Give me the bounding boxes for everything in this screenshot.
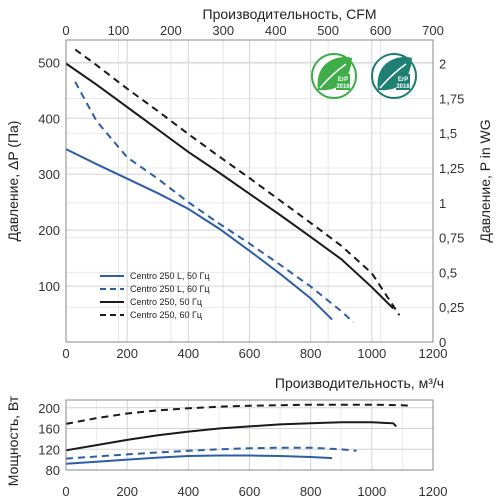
- badge-label-bg: [336, 74, 350, 90]
- right-y-tick-label: 2: [439, 57, 446, 72]
- power-series-1: [65, 454, 333, 465]
- top-axis-title: Производительность, CFM: [203, 6, 377, 22]
- power-y-axis-title: Мощность, Вт: [5, 395, 21, 486]
- top-x-tick-label: 600: [370, 23, 392, 38]
- y-tick-label: 400: [38, 111, 60, 126]
- y-tick-label: 300: [38, 167, 60, 182]
- power-y-tick-label: 120: [38, 442, 60, 457]
- pressure-series-1: [65, 148, 333, 321]
- leaf-vein-icon: [319, 63, 347, 89]
- top-x-tick-label: 400: [265, 23, 287, 38]
- power-x-tick-label: 1000: [357, 484, 386, 499]
- right-y-tick-label: 0,75: [439, 231, 464, 246]
- top-x-tick-label: 500: [317, 23, 339, 38]
- power-series-4: [65, 403, 409, 425]
- top-x-tick-label: 100: [108, 23, 130, 38]
- right-y-tick-label: 1,75: [439, 91, 464, 106]
- power-y-tick-label: 80: [46, 463, 60, 478]
- power-series-3: [65, 421, 398, 452]
- power-x-tick-label: 1200: [419, 484, 448, 499]
- power-y-tick-label: 200: [38, 401, 60, 416]
- top-x-tick-label: 700: [422, 23, 444, 38]
- x-tick-label: 200: [116, 346, 138, 361]
- frame-layer: [65, 39, 434, 471]
- badge-text-top: ErP: [398, 77, 408, 83]
- power-series-2: [65, 446, 357, 460]
- legend-label: Centro 250, 50 Гц: [130, 297, 202, 307]
- badge-text-bottom: 2016: [336, 84, 350, 90]
- power-x-axis-title: Производительность, м³/ч: [275, 375, 444, 391]
- pressure-series-4: [74, 48, 401, 316]
- right-y-tick-label: 1: [439, 196, 446, 211]
- badge-text-bottom: 2018: [396, 84, 410, 90]
- y-tick-label: 500: [38, 55, 60, 70]
- x-tick-label: 600: [239, 346, 261, 361]
- right-y-tick-label: 0,25: [439, 300, 464, 315]
- legend-label: Centro 250, 60 Гц: [130, 310, 202, 320]
- bottom-plot-frame: [65, 399, 434, 471]
- series-layer: [65, 48, 409, 465]
- pressure-series-3: [65, 62, 394, 310]
- top-plot-frame: [65, 39, 434, 343]
- top-x-tick-label: 300: [212, 23, 234, 38]
- badge-label-bg: [396, 74, 410, 90]
- badge-text-top: ErP: [338, 77, 348, 83]
- right-y-tick-label: 0,5: [439, 265, 457, 280]
- left-axis-title: Давление, ΔP (Па): [5, 121, 21, 242]
- legend: Centro 250 L, 50 Гц Centro 250 L, 60 Гц Ce…: [100, 271, 210, 320]
- x-tick-label: 1000: [357, 346, 386, 361]
- right-y-tick-label: 1,5: [439, 126, 457, 141]
- right-y-tick-label: 0: [439, 335, 446, 350]
- x-tick-label: 0: [62, 346, 69, 361]
- pressure-series-2: [74, 81, 355, 324]
- x-tick-label: 800: [300, 346, 322, 361]
- right-y-tick-label: 1,25: [439, 161, 464, 176]
- power-x-tick-label: 200: [116, 484, 138, 499]
- top-x-tick-label: 0: [62, 23, 69, 38]
- leaf-vein-icon: [379, 63, 407, 89]
- legend-label: Centro 250 L, 50 Гц: [130, 271, 210, 281]
- power-x-tick-label: 600: [239, 484, 261, 499]
- power-x-tick-label: 0: [62, 484, 69, 499]
- power-x-tick-label: 800: [300, 484, 322, 499]
- y-tick-label: 200: [38, 223, 60, 238]
- legend-label: Centro 250 L, 60 Гц: [130, 284, 210, 294]
- right-axis-title: Давление, P in WG: [477, 119, 493, 242]
- y-tick-label: 100: [38, 279, 60, 294]
- x-tick-label: 1200: [419, 346, 448, 361]
- power-y-tick-label: 160: [38, 422, 60, 437]
- top-x-tick-label: 200: [160, 23, 182, 38]
- grid-layer: [65, 40, 434, 471]
- x-tick-label: 400: [177, 346, 199, 361]
- power-x-tick-label: 400: [177, 484, 199, 499]
